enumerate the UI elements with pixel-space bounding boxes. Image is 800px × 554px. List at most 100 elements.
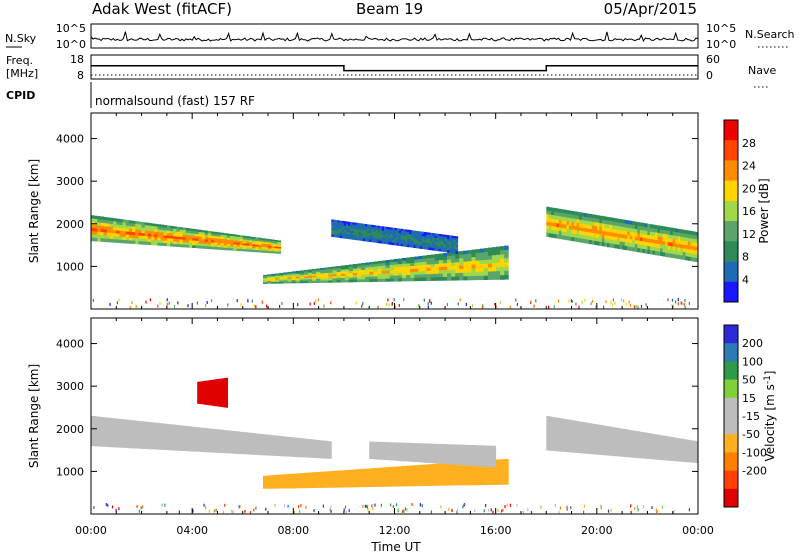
velocity-cell <box>629 440 633 444</box>
velocity-cell <box>459 467 464 472</box>
velocity-cell <box>213 392 215 397</box>
velocity-cell <box>483 450 486 454</box>
power-cell <box>381 239 385 242</box>
velocity-cell <box>348 476 354 479</box>
power-cell <box>97 225 101 229</box>
velocity-cell <box>263 439 268 443</box>
velocity-cell <box>107 424 112 429</box>
power-cell <box>223 239 228 242</box>
power-cell <box>308 271 313 274</box>
power-cell <box>377 266 382 270</box>
velocity-cell <box>432 443 435 447</box>
power-noise-dot <box>625 302 627 306</box>
power-cell <box>622 234 625 239</box>
power-cell <box>340 271 346 275</box>
velocity-cell <box>624 432 628 437</box>
power-cell <box>574 211 577 216</box>
power-cell <box>176 234 180 238</box>
power-cell <box>356 225 360 228</box>
x-tick-label: 04:00 <box>176 524 208 537</box>
power-cell <box>176 226 180 230</box>
power-cell <box>647 231 651 236</box>
velocity-cell <box>201 381 203 385</box>
velocity-cell <box>400 456 404 459</box>
velocity-cell <box>447 444 450 448</box>
velocity-cell <box>263 436 268 440</box>
power-cell <box>258 246 263 249</box>
velocity-cell <box>451 482 456 486</box>
velocity-cell <box>413 459 416 462</box>
velocity-colorbar-swatch <box>724 343 738 362</box>
velocity-cell <box>556 430 560 435</box>
velocity-cell <box>369 456 372 459</box>
velocity-cell <box>397 483 403 487</box>
power-cell <box>584 216 588 221</box>
velocity-cell <box>221 399 222 404</box>
velocity-cell <box>639 451 643 456</box>
power-cell <box>287 273 292 276</box>
velocity-cell <box>211 389 213 393</box>
power-cell <box>627 231 631 236</box>
power-cell <box>434 244 437 247</box>
velocity-cell <box>398 451 402 455</box>
power-cell <box>398 230 402 234</box>
power-cell <box>358 229 362 233</box>
velocity-cell <box>393 473 399 477</box>
power-cell <box>445 239 448 242</box>
velocity-cell <box>596 435 600 440</box>
velocity-cell <box>373 446 376 449</box>
velocity-cell <box>287 475 292 478</box>
velocity-cell <box>203 383 205 388</box>
velocity-cell <box>379 455 383 458</box>
velocity-cell <box>111 421 116 426</box>
velocity-cell <box>147 445 152 450</box>
velocity-cell <box>103 442 108 447</box>
power-cell <box>463 250 468 255</box>
power-cell <box>154 229 158 233</box>
velocity-noise-dot <box>554 504 556 507</box>
power-cell <box>677 236 681 241</box>
velocity-cell <box>594 427 598 433</box>
velocity-cell <box>637 431 641 435</box>
velocity-cell <box>402 468 407 472</box>
power-noise-dot <box>166 298 168 302</box>
power-cell <box>434 233 437 236</box>
power-cell <box>373 229 376 232</box>
velocity-cell <box>251 433 256 437</box>
power-noise-dot <box>393 298 395 302</box>
power-cell <box>695 254 699 259</box>
velocity-cell <box>576 429 580 434</box>
velocity-cell <box>415 443 419 446</box>
power-cell <box>424 246 427 250</box>
velocity-colorbar-tick: -200 <box>742 465 767 478</box>
power-noise-dot <box>671 304 673 308</box>
velocity-cell <box>155 436 160 440</box>
velocity-cell <box>295 475 301 478</box>
velocity-cell <box>504 462 509 466</box>
velocity-cell <box>267 434 272 438</box>
power-cell <box>346 234 349 237</box>
power-cell <box>361 270 366 273</box>
velocity-cell <box>204 395 206 399</box>
power-noise-dot <box>683 302 685 306</box>
power-cell <box>373 225 376 228</box>
power-cell <box>214 231 218 235</box>
velocity-cell <box>218 402 219 407</box>
power-cell <box>402 263 407 268</box>
velocity-cell <box>558 426 562 431</box>
power-cell <box>128 237 133 241</box>
power-cell <box>365 272 370 275</box>
velocity-cell <box>199 387 201 391</box>
velocity-cell <box>690 454 694 458</box>
velocity-cell <box>690 456 694 460</box>
velocity-noise-dot <box>322 504 324 508</box>
velocity-cell <box>215 382 217 387</box>
power-cell <box>672 246 676 251</box>
velocity-cell <box>279 484 284 487</box>
velocity-cell <box>283 441 288 445</box>
velocity-cell <box>457 452 461 455</box>
power-cell <box>163 243 168 247</box>
velocity-cell <box>206 389 208 393</box>
power-cell <box>295 276 301 279</box>
velocity-cell <box>657 437 661 442</box>
